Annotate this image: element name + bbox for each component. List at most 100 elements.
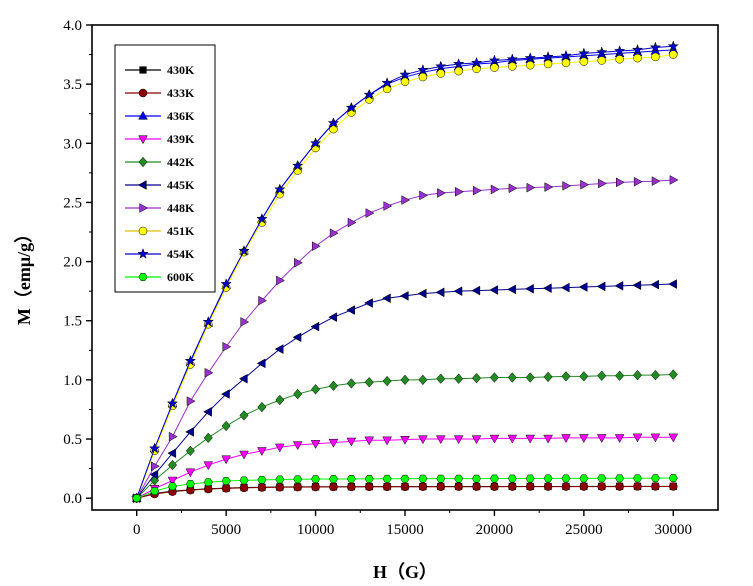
legend: 430K 433K 436K 439K 442K 445K 448K 451K 454K 600K [114, 44, 216, 293]
data-point-445k [614, 281, 624, 291]
data-point-442k [454, 373, 464, 384]
data-point-454k [291, 159, 304, 171]
data-point-445k [256, 358, 266, 369]
data-point-439k [239, 450, 249, 460]
data-point-442k [525, 372, 535, 383]
data-point-433k [436, 482, 446, 491]
data-point-442k [632, 369, 643, 381]
data-point-445k [310, 321, 320, 332]
data-point-448k [562, 181, 572, 191]
y-tick-label: 3.0 [63, 136, 82, 152]
data-point-439k [382, 436, 392, 446]
data-point-600k [615, 474, 625, 483]
data-point-448k [544, 182, 554, 192]
data-point-433k [204, 484, 213, 494]
data-point-445k [364, 298, 373, 308]
data-point-451k [454, 66, 463, 76]
series-line-454k [136, 45, 674, 499]
data-point-454k [202, 315, 214, 327]
data-point-442k [489, 372, 499, 383]
data-point-454k [613, 45, 626, 56]
data-point-454k [220, 278, 232, 289]
data-point-445k [650, 279, 660, 290]
data-point-448k [472, 185, 482, 196]
data-point-445k [453, 286, 463, 296]
data-point-445k [346, 305, 355, 315]
data-point-433k [418, 482, 428, 491]
data-point-600k [275, 475, 285, 484]
legend-box [114, 44, 216, 293]
data-point-451k [579, 57, 589, 66]
data-point-442k [650, 369, 660, 381]
data-point-600k [400, 474, 410, 483]
data-point-433k [257, 483, 267, 492]
legend-label-433k: 433K [167, 86, 195, 100]
data-point-445k [435, 287, 445, 298]
data-point-454k [560, 49, 572, 61]
data-point-442k [185, 445, 195, 457]
data-point-442k [203, 432, 213, 444]
data-point-448k [633, 176, 643, 187]
data-point-448k [222, 341, 232, 352]
data-point-451k [633, 53, 642, 63]
x-tick-label: 30000 [655, 522, 693, 538]
data-point-448k [168, 431, 178, 442]
x-tick-label: 10000 [297, 522, 335, 538]
data-point-600k [579, 474, 589, 483]
data-point-454k [578, 47, 590, 59]
legend-marker-439k [138, 135, 148, 145]
y-tick-label: 2.0 [63, 255, 82, 271]
data-point-433k [472, 482, 481, 491]
data-point-600k [203, 478, 213, 487]
data-point-439k [328, 438, 339, 448]
data-point-439k [203, 461, 214, 471]
legend-marker-442k [138, 156, 148, 168]
data-point-448k [347, 217, 357, 228]
data-point-448k [419, 190, 429, 201]
data-point-600k [436, 474, 446, 483]
legend-label-430k: 430K [167, 63, 195, 77]
data-point-600k [507, 474, 517, 483]
data-point-454k [327, 117, 340, 129]
data-point-433k [239, 483, 249, 493]
legend-label-451k: 451K [167, 224, 195, 238]
data-point-439k [221, 455, 231, 465]
data-point-454k [256, 212, 268, 224]
legend-marker-445k [137, 180, 147, 190]
data-point-454k [435, 60, 447, 72]
data-point-600k [221, 477, 231, 485]
data-point-433k [382, 482, 392, 492]
data-point-600k [489, 474, 499, 483]
data-point-442k [364, 377, 374, 388]
data-point-439k [257, 447, 267, 456]
data-point-454k [470, 56, 483, 68]
data-point-448k [150, 461, 160, 472]
data-point-442k [167, 459, 178, 471]
x-tick-label: 25000 [565, 522, 603, 538]
data-point-439k [167, 476, 178, 486]
series-line-436k [136, 49, 674, 499]
legend-marker-436k [138, 110, 148, 120]
data-point-600k [382, 474, 392, 483]
data-point-454k [542, 50, 554, 62]
data-point-439k [310, 440, 321, 449]
data-point-439k [543, 434, 553, 444]
data-point-448k [669, 175, 679, 185]
data-point-445k [274, 344, 284, 354]
data-point-600k [597, 474, 607, 483]
data-point-448k [580, 179, 589, 190]
data-point-445k [471, 285, 481, 296]
data-point-448k [294, 257, 303, 268]
data-point-600k [311, 475, 321, 484]
data-point-448k [526, 182, 536, 193]
legend-label-442k: 442K [167, 155, 195, 169]
data-point-454k [506, 53, 519, 65]
data-point-439k [614, 434, 625, 443]
data-point-448k [490, 184, 500, 195]
data-point-439k [579, 434, 589, 443]
y-tick-label: 0.0 [63, 491, 82, 507]
data-point-451k [490, 63, 499, 72]
data-point-442k [579, 371, 589, 382]
data-point-448k [598, 178, 607, 189]
data-point-448k [240, 317, 250, 327]
